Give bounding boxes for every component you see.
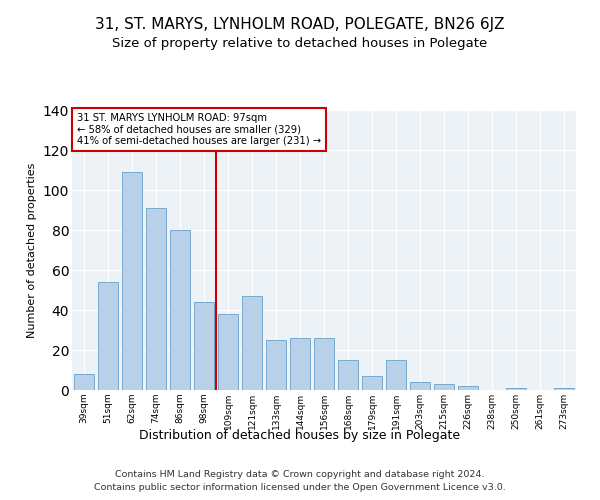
- Bar: [170, 230, 190, 390]
- Bar: [98, 282, 118, 390]
- Bar: [266, 340, 286, 390]
- Bar: [458, 386, 478, 390]
- Bar: [146, 208, 166, 390]
- Bar: [554, 388, 574, 390]
- Bar: [74, 374, 94, 390]
- Bar: [290, 338, 310, 390]
- Bar: [506, 388, 526, 390]
- Bar: [362, 376, 382, 390]
- Bar: [410, 382, 430, 390]
- Bar: [434, 384, 454, 390]
- Y-axis label: Number of detached properties: Number of detached properties: [27, 162, 37, 338]
- Bar: [242, 296, 262, 390]
- Text: Contains HM Land Registry data © Crown copyright and database right 2024.: Contains HM Land Registry data © Crown c…: [115, 470, 485, 479]
- Bar: [386, 360, 406, 390]
- Bar: [218, 314, 238, 390]
- Bar: [122, 172, 142, 390]
- Bar: [314, 338, 334, 390]
- Text: 31 ST. MARYS LYNHOLM ROAD: 97sqm
← 58% of detached houses are smaller (329)
41% : 31 ST. MARYS LYNHOLM ROAD: 97sqm ← 58% o…: [77, 113, 321, 146]
- Bar: [194, 302, 214, 390]
- Bar: [338, 360, 358, 390]
- Text: Distribution of detached houses by size in Polegate: Distribution of detached houses by size …: [139, 428, 461, 442]
- Text: Size of property relative to detached houses in Polegate: Size of property relative to detached ho…: [112, 38, 488, 51]
- Text: Contains public sector information licensed under the Open Government Licence v3: Contains public sector information licen…: [94, 482, 506, 492]
- Text: 31, ST. MARYS, LYNHOLM ROAD, POLEGATE, BN26 6JZ: 31, ST. MARYS, LYNHOLM ROAD, POLEGATE, B…: [95, 18, 505, 32]
